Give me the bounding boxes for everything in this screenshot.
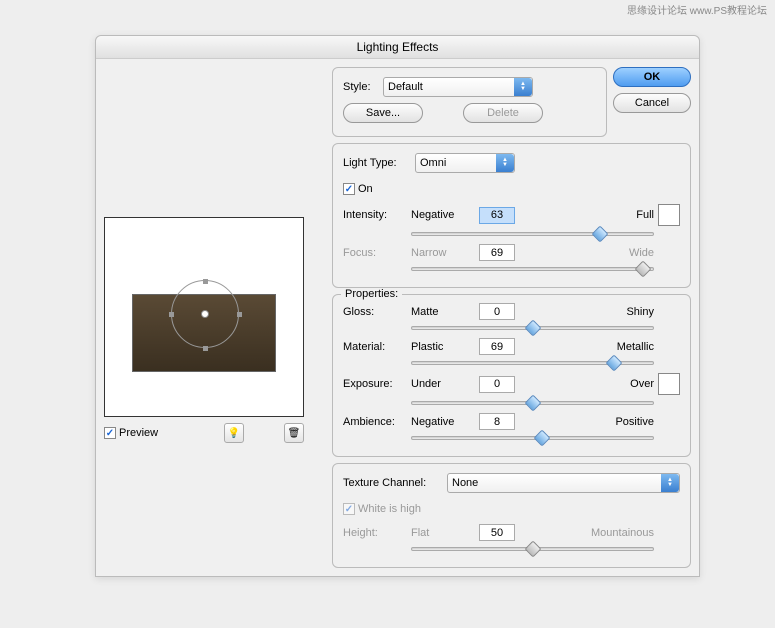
intensity-slider[interactable] <box>411 232 654 236</box>
gloss-slider[interactable] <box>411 326 654 330</box>
preview-checkbox[interactable] <box>104 427 116 439</box>
preview-panel: Preview 💡 🗑 <box>104 67 324 568</box>
focus-row: Focus: Narrow Wide <box>343 244 680 279</box>
slider-thumb[interactable] <box>534 430 551 447</box>
delete-button[interactable]: Delete <box>463 103 543 123</box>
preview-box[interactable] <box>104 217 304 417</box>
slider-thumb[interactable] <box>591 226 608 243</box>
style-value: Default <box>388 81 423 93</box>
chevron-updown-icon: ▲▼ <box>514 78 532 96</box>
light-type-label: Light Type: <box>343 157 415 169</box>
on-checkbox[interactable] <box>343 183 355 195</box>
ambience-slider[interactable] <box>411 436 654 440</box>
slider-thumb <box>635 261 652 278</box>
material-left: Plastic <box>411 341 475 353</box>
style-select[interactable]: Default ▲▼ <box>383 77 533 97</box>
lighting-effects-dialog: Lighting Effects Preview 💡 🗑 <box>95 35 700 577</box>
slider-thumb <box>524 541 541 558</box>
texture-channel-label: Texture Channel: <box>343 477 447 489</box>
texture-channel-value: None <box>452 477 478 489</box>
properties-label: Properties: <box>341 288 402 300</box>
slider-thumb[interactable] <box>524 395 541 412</box>
preview-label: Preview <box>119 427 158 439</box>
light-handle[interactable] <box>203 279 208 284</box>
height-right: Mountainous <box>529 527 654 539</box>
light-type-select[interactable]: Omni ▲▼ <box>415 153 515 173</box>
trash-icon[interactable]: 🗑 <box>284 423 304 443</box>
exposure-left: Under <box>411 378 475 390</box>
material-value[interactable] <box>479 338 515 355</box>
texture-group: Texture Channel: None ▲▼ White is high H… <box>332 463 691 568</box>
intensity-value[interactable] <box>479 207 515 224</box>
intensity-right: Full <box>529 209 654 221</box>
style-group: Style: Default ▲▼ Save... Delete <box>332 67 607 137</box>
cancel-button[interactable]: Cancel <box>613 93 691 113</box>
watermark-text: 思缘设计论坛 www.PS教程论坛 <box>627 2 767 17</box>
ambience-row: Ambience: Negative Positive <box>343 413 680 448</box>
intensity-label: Intensity: <box>343 209 407 221</box>
light-type-group: Light Type: Omni ▲▼ On Intensity: Negati… <box>332 143 691 288</box>
ambience-right: Positive <box>529 416 654 428</box>
style-label: Style: <box>343 81 383 93</box>
light-center[interactable] <box>201 310 209 318</box>
height-value <box>479 524 515 541</box>
light-handle[interactable] <box>237 312 242 317</box>
save-button[interactable]: Save... <box>343 103 423 123</box>
focus-label: Focus: <box>343 247 407 259</box>
focus-right: Wide <box>529 247 654 259</box>
slider-thumb[interactable] <box>524 320 541 337</box>
ambience-value[interactable] <box>479 413 515 430</box>
gloss-left: Matte <box>411 306 475 318</box>
ambient-color-swatch[interactable] <box>658 373 680 395</box>
white-high-checkbox <box>343 503 355 515</box>
material-label: Material: <box>343 341 407 353</box>
light-type-value: Omni <box>420 157 446 169</box>
intensity-row: Intensity: Negative Full <box>343 204 680 244</box>
exposure-slider[interactable] <box>411 401 654 405</box>
gloss-right: Shiny <box>529 306 654 318</box>
texture-channel-select[interactable]: None ▲▼ <box>447 473 680 493</box>
exposure-value[interactable] <box>479 376 515 393</box>
ambience-left: Negative <box>411 416 475 428</box>
dialog-buttons: OK Cancel <box>613 67 691 137</box>
height-slider <box>411 547 654 551</box>
on-label: On <box>358 183 373 195</box>
slider-thumb[interactable] <box>606 355 623 372</box>
focus-value <box>479 244 515 261</box>
chevron-updown-icon: ▲▼ <box>661 474 679 492</box>
exposure-label: Exposure: <box>343 378 407 390</box>
properties-group: Properties: Gloss: Matte Shiny Material:… <box>332 294 691 457</box>
gloss-label: Gloss: <box>343 306 407 318</box>
height-left: Flat <box>411 527 475 539</box>
height-row: Height: Flat Mountainous <box>343 524 680 559</box>
exposure-right: Over <box>529 378 654 390</box>
light-handle[interactable] <box>203 346 208 351</box>
focus-slider <box>411 267 654 271</box>
material-right: Metallic <box>529 341 654 353</box>
gloss-value[interactable] <box>479 303 515 320</box>
light-color-swatch[interactable] <box>658 204 680 226</box>
light-handle[interactable] <box>169 312 174 317</box>
ok-button[interactable]: OK <box>613 67 691 87</box>
height-label: Height: <box>343 527 407 539</box>
focus-left: Narrow <box>411 247 475 259</box>
lightbulb-icon[interactable]: 💡 <box>224 423 244 443</box>
exposure-row: Exposure: Under Over <box>343 373 680 413</box>
chevron-updown-icon: ▲▼ <box>496 154 514 172</box>
material-slider[interactable] <box>411 361 654 365</box>
gloss-row: Gloss: Matte Shiny <box>343 303 680 338</box>
intensity-left: Negative <box>411 209 475 221</box>
dialog-title: Lighting Effects <box>96 36 699 59</box>
white-high-label: White is high <box>358 503 421 515</box>
ambience-label: Ambience: <box>343 416 407 428</box>
material-row: Material: Plastic Metallic <box>343 338 680 373</box>
